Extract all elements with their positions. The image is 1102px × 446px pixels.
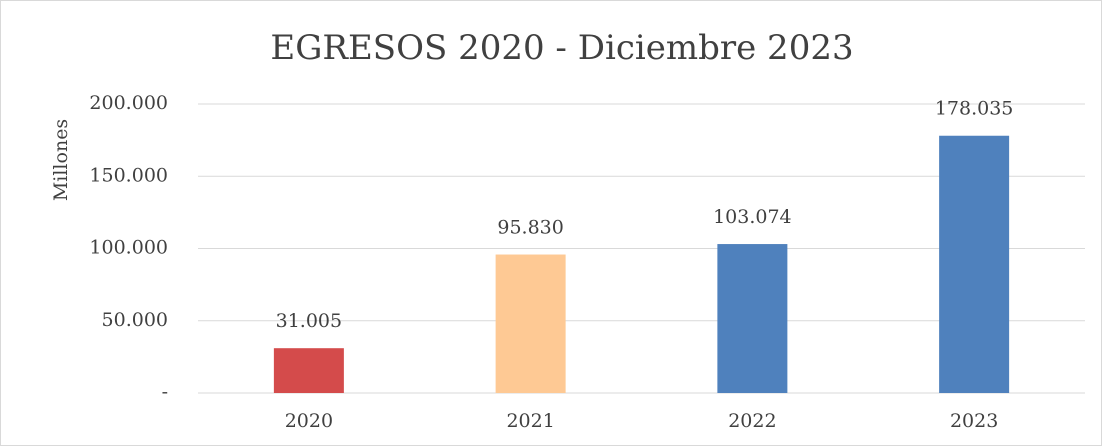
data-label: 178.035 (935, 98, 1014, 120)
chart-title: EGRESOS 2020 - Diciembre 2023 (270, 28, 853, 68)
bar (273, 348, 344, 393)
x-tick-label: 2022 (728, 410, 776, 432)
x-tick-label: 2023 (950, 410, 998, 432)
data-label: 95.830 (497, 217, 563, 239)
y-tick-label: - (162, 381, 168, 403)
data-label: 31.005 (276, 310, 342, 332)
bar (939, 135, 1010, 393)
bar (495, 254, 566, 393)
y-tick-label: 100.000 (89, 237, 168, 259)
data-label: 103.074 (713, 206, 792, 228)
y-tick-label: 200.000 (89, 92, 168, 114)
x-tick-label: 2021 (506, 410, 554, 432)
y-tick-label: 50.000 (102, 309, 168, 331)
y-tick-label: 150.000 (89, 164, 168, 186)
x-tick-label: 2020 (285, 410, 333, 432)
bar (717, 244, 788, 393)
y-axis-label: Millones (50, 119, 72, 201)
